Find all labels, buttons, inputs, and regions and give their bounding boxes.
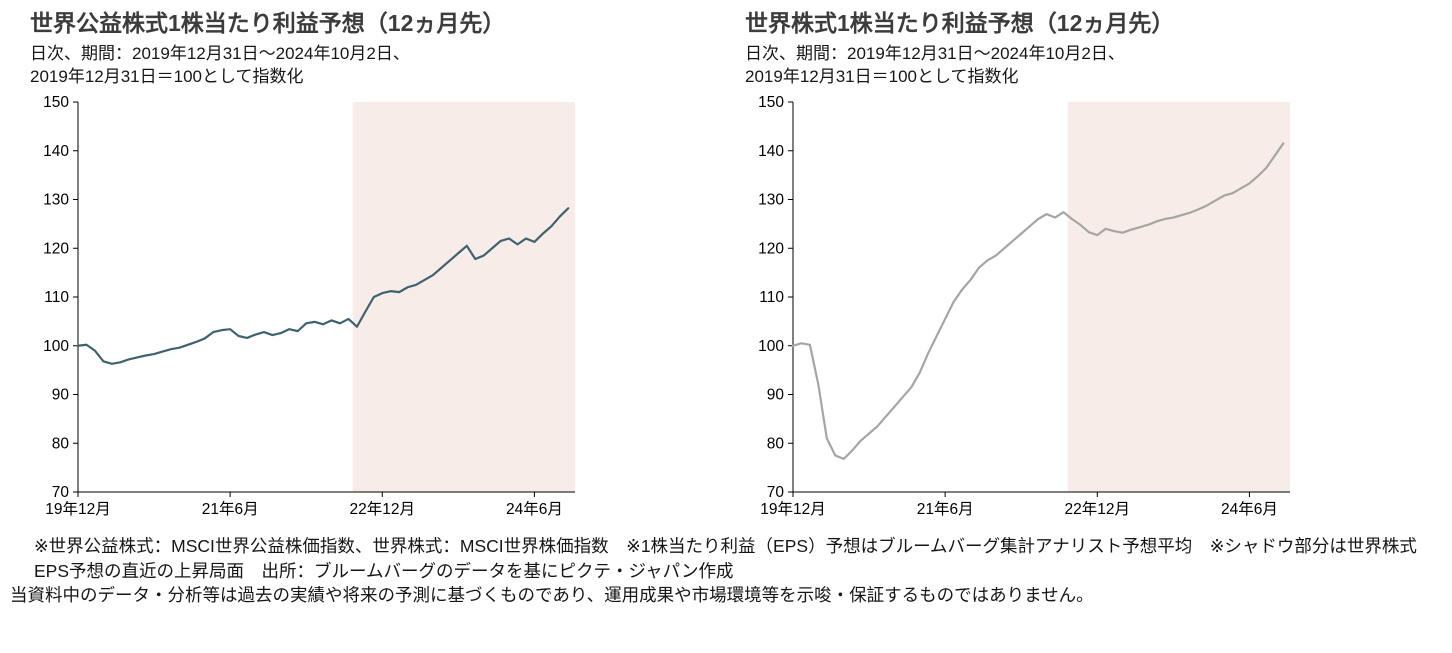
svg-text:120: 120: [43, 241, 69, 258]
svg-text:22年12月: 22年12月: [1065, 500, 1130, 518]
svg-text:24年6月: 24年6月: [506, 500, 563, 518]
chart-panel-utilities: 世界公益株式1株当たり利益予想（12ヵ月先） 日次、期間：2019年12月31日…: [30, 10, 620, 524]
svg-text:19年12月: 19年12月: [45, 500, 110, 518]
svg-text:24年6月: 24年6月: [1221, 500, 1278, 518]
world-chart-subtitle: 日次、期間：2019年12月31日～2024年10月2日、 2019年12月31…: [745, 43, 1310, 89]
charts-row: 世界公益株式1株当たり利益予想（12ヵ月先） 日次、期間：2019年12月31日…: [0, 10, 1452, 524]
utilities-eps-line-chart: 70 80 90 100 110 120 130 140 150 19年12月 21年6月 22年12…: [43, 94, 575, 518]
svg-text:110: 110: [759, 289, 784, 306]
utilities-chart-subtitle-line2: 2019年12月31日＝100として指数化: [30, 66, 304, 86]
svg-text:22年12月: 22年12月: [350, 500, 415, 518]
svg-text:140: 140: [43, 143, 69, 160]
world-chart-title: 世界株式1株当たり利益予想（12ヵ月先）: [745, 10, 1175, 36]
svg-text:90: 90: [767, 387, 785, 404]
svg-text:21年6月: 21年6月: [202, 500, 259, 518]
svg-text:80: 80: [52, 436, 70, 453]
footnotes: ※世界公益株式：MSCI世界公益株価指数、世界株式：MSCI世界株価指数 ※1株…: [0, 524, 1452, 608]
svg-text:150: 150: [758, 94, 784, 111]
world-eps-line-chart: 70 80 90 100 110 120 130 140 150 19年12月 21年6月 22年12…: [758, 94, 1290, 518]
chart-panel-world: 世界株式1株当たり利益予想（12ヵ月先） 日次、期間：2019年12月31日～2…: [745, 10, 1310, 524]
utilities-chart-title: 世界公益株式1株当たり利益予想（12ヵ月先）: [30, 10, 506, 36]
svg-text:100: 100: [43, 338, 69, 355]
svg-text:110: 110: [44, 289, 69, 306]
svg-text:21年6月: 21年6月: [917, 500, 974, 518]
svg-text:90: 90: [52, 387, 70, 404]
world-chart-subtitle-line2: 2019年12月31日＝100として指数化: [745, 66, 1019, 86]
utilities-chart-subtitle: 日次、期間：2019年12月31日～2024年10月2日、 2019年12月31…: [30, 43, 620, 89]
svg-text:140: 140: [758, 143, 784, 160]
utilities-chart-subtitle-line1: 日次、期間：2019年12月31日～2024年10月2日、: [30, 43, 410, 63]
svg-text:100: 100: [758, 338, 784, 355]
svg-text:120: 120: [758, 241, 784, 258]
world-chart-subtitle-line1: 日次、期間：2019年12月31日～2024年10月2日、: [745, 43, 1125, 63]
footnote-sources: ※世界公益株式：MSCI世界公益株価指数、世界株式：MSCI世界株価指数 ※1株…: [34, 536, 1417, 581]
svg-text:70: 70: [52, 484, 70, 501]
svg-text:80: 80: [767, 436, 785, 453]
svg-text:130: 130: [758, 192, 784, 209]
svg-text:150: 150: [43, 94, 69, 111]
footnote-disclaimer: 当資料中のデータ・分析等は過去の実績や将来の予測に基づくものであり、運用成果や市…: [10, 585, 1094, 606]
svg-text:19年12月: 19年12月: [760, 500, 825, 518]
svg-text:130: 130: [43, 192, 69, 209]
svg-text:70: 70: [767, 484, 785, 501]
